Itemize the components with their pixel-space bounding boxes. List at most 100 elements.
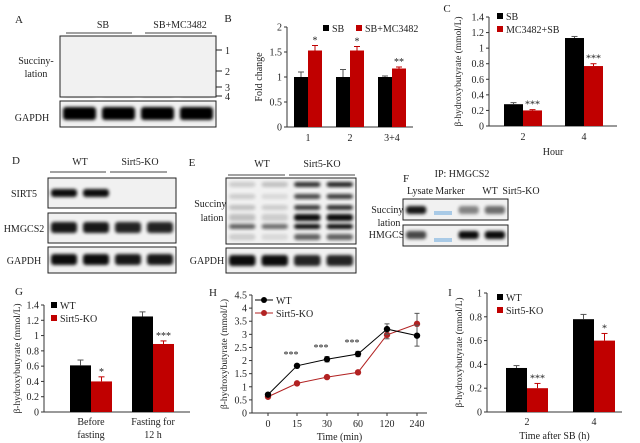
y-tick-label: 0.6 (470, 336, 483, 347)
row-label-hmgcs2: HMGCS2 (4, 224, 45, 235)
panel-label-i: I (448, 287, 452, 299)
blot-band (229, 182, 256, 187)
x-tick-label: Fasting for (131, 417, 175, 428)
y-axis-label: β-hydroxybutyrate (mmol/L) (453, 16, 464, 126)
blot-band (63, 107, 96, 120)
y-tick-label: 0 (477, 408, 482, 419)
y-axis-label: Fold change (254, 52, 265, 102)
bar-sirt5-ko (594, 340, 615, 412)
y-tick-label: 3 (242, 330, 247, 341)
y-tick-label: 0.6 (27, 362, 40, 373)
bar-sb (565, 38, 584, 127)
legend-swatch (497, 26, 503, 32)
y-tick-label: 0 (34, 408, 39, 419)
x-tick-label: 3+4 (384, 133, 400, 144)
significance-marker: *** (284, 350, 299, 361)
blot-band (294, 255, 321, 266)
legend-swatch (51, 302, 57, 308)
blot-band (261, 182, 288, 187)
lane-label: Lysate (407, 186, 434, 197)
blot-band (147, 222, 173, 233)
panel-label-f: F (403, 173, 409, 185)
blot-band (261, 234, 288, 240)
bar-wt (70, 365, 91, 412)
blot-band (294, 205, 321, 210)
row-label-succinylation: Succiny- (18, 56, 54, 67)
x-tick-label: 2 (348, 133, 353, 144)
significance-marker: *** (586, 54, 601, 65)
panel-label-g: G (15, 286, 23, 298)
x-tick-label: 2 (521, 132, 526, 143)
y-tick-label: 2 (277, 23, 282, 34)
lane-label: Sirt5-KO (502, 186, 539, 197)
legend-marker (261, 310, 267, 316)
bar-sirt5-ko (527, 388, 548, 412)
blot-band (326, 224, 353, 229)
y-tick-label: 0.4 (472, 90, 485, 101)
significance-marker: * (313, 36, 318, 47)
panel-label-b: B (224, 13, 231, 25)
x-tick-label: 4 (582, 132, 587, 143)
blot-a-box (59, 35, 217, 98)
blot-band (261, 194, 288, 199)
bar-wt (132, 316, 153, 412)
blot-e-succinylation (229, 182, 353, 240)
row-label-succinylation: Succiny- (194, 199, 230, 210)
bar-wt (506, 367, 527, 412)
legend-label: MC3482+SB (506, 25, 560, 36)
row-label-hmgcs2: HMGCS2 (369, 230, 410, 241)
y-axis-label: β-hydroxybutyrate (mmol/L) (219, 299, 230, 409)
legend-swatch (497, 13, 503, 19)
blot-band (326, 214, 353, 221)
blot-band (294, 224, 321, 229)
blot-band (458, 206, 479, 214)
y-tick-label: 0.8 (470, 312, 483, 323)
significance-marker: * (99, 367, 104, 378)
group-label-sirt5-ko: Sirt5-KO (121, 157, 158, 168)
y-tick-label: 0.2 (472, 106, 485, 117)
blot-band (51, 189, 77, 197)
y-tick-label: 0.2 (470, 384, 483, 395)
x-tick-label: fasting (77, 430, 104, 441)
y-tick-label: 0.8 (27, 346, 40, 357)
blot-e-gapdh (229, 255, 353, 266)
y-axis-label: β-hydroxybutyrate (mmol/L) (454, 297, 465, 407)
blot-band (261, 205, 288, 210)
row-label-gapdh: GAPDH (7, 256, 41, 267)
y-tick-label: 1.5 (235, 369, 248, 380)
x-tick-label: 2 (525, 417, 530, 428)
significance-marker: *** (525, 100, 540, 111)
blot-band (229, 224, 256, 229)
blot-band (326, 205, 353, 210)
y-tick-label: 1 (242, 382, 247, 393)
chart-c (486, 13, 617, 127)
series-line-sirt5-ko (267, 323, 418, 398)
bar-sirt5-ko (91, 381, 112, 412)
blot-band (102, 107, 135, 120)
blot-band (229, 255, 256, 266)
data-point (323, 373, 331, 381)
y-tick-label: 0 (277, 123, 282, 134)
panel-label-h: H (209, 287, 217, 299)
y-tick-label: 0.2 (27, 392, 40, 403)
legend-label: WT (506, 293, 522, 304)
significance-marker: *** (314, 343, 329, 354)
blot-band (326, 255, 353, 266)
bar-sb (294, 77, 308, 127)
blot-band (294, 234, 321, 240)
x-tick-label: 30 (322, 419, 332, 430)
data-point (383, 331, 391, 339)
panel-label-d: D (12, 155, 20, 167)
ip-label: IP: HMGCS2 (435, 169, 490, 180)
y-axis-label: β-hydroxybutyrate (mmol/L) (12, 303, 23, 413)
blot-d-hmgcs2 (51, 222, 173, 233)
blot-f-succinylation (406, 206, 505, 215)
blot-f-hmgcs2-box (402, 224, 509, 247)
row-label-succinylation: Succiny- (371, 205, 407, 216)
bar-mc3482-sb (584, 66, 603, 126)
y-tick-label: 0.4 (470, 360, 483, 371)
bar-sb-mc3482 (350, 50, 364, 127)
blot-d-sirt5 (51, 189, 109, 197)
